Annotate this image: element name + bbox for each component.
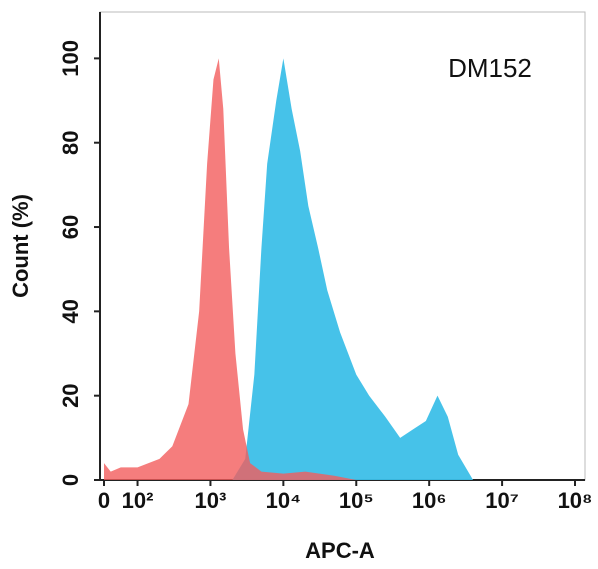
x-tick-label: 10⁸ xyxy=(558,488,593,513)
x-tick-label: 10³ xyxy=(195,488,227,513)
x-tick-label: 10⁷ xyxy=(485,488,519,513)
histogram-area xyxy=(232,58,474,480)
histogram-area xyxy=(104,58,357,480)
y-tick-label: 0 xyxy=(58,474,83,486)
y-tick-label: 60 xyxy=(58,215,83,239)
y-tick-label: 40 xyxy=(58,299,83,323)
y-tick-label: 80 xyxy=(58,130,83,154)
annotation: DM152 xyxy=(448,53,532,83)
x-axis-label: APC-A xyxy=(305,538,375,563)
y-tick-label: 20 xyxy=(58,383,83,407)
y-axis-label: Count (%) xyxy=(8,194,33,298)
y-tick-label: 100 xyxy=(58,40,83,77)
x-tick-label: 10² xyxy=(122,488,154,513)
x-tick-label: 10⁵ xyxy=(339,488,374,513)
x-tick-label: 10⁶ xyxy=(412,488,447,513)
x-tick-label: 0 xyxy=(98,488,110,513)
x-tick-label: 10⁴ xyxy=(266,488,301,513)
